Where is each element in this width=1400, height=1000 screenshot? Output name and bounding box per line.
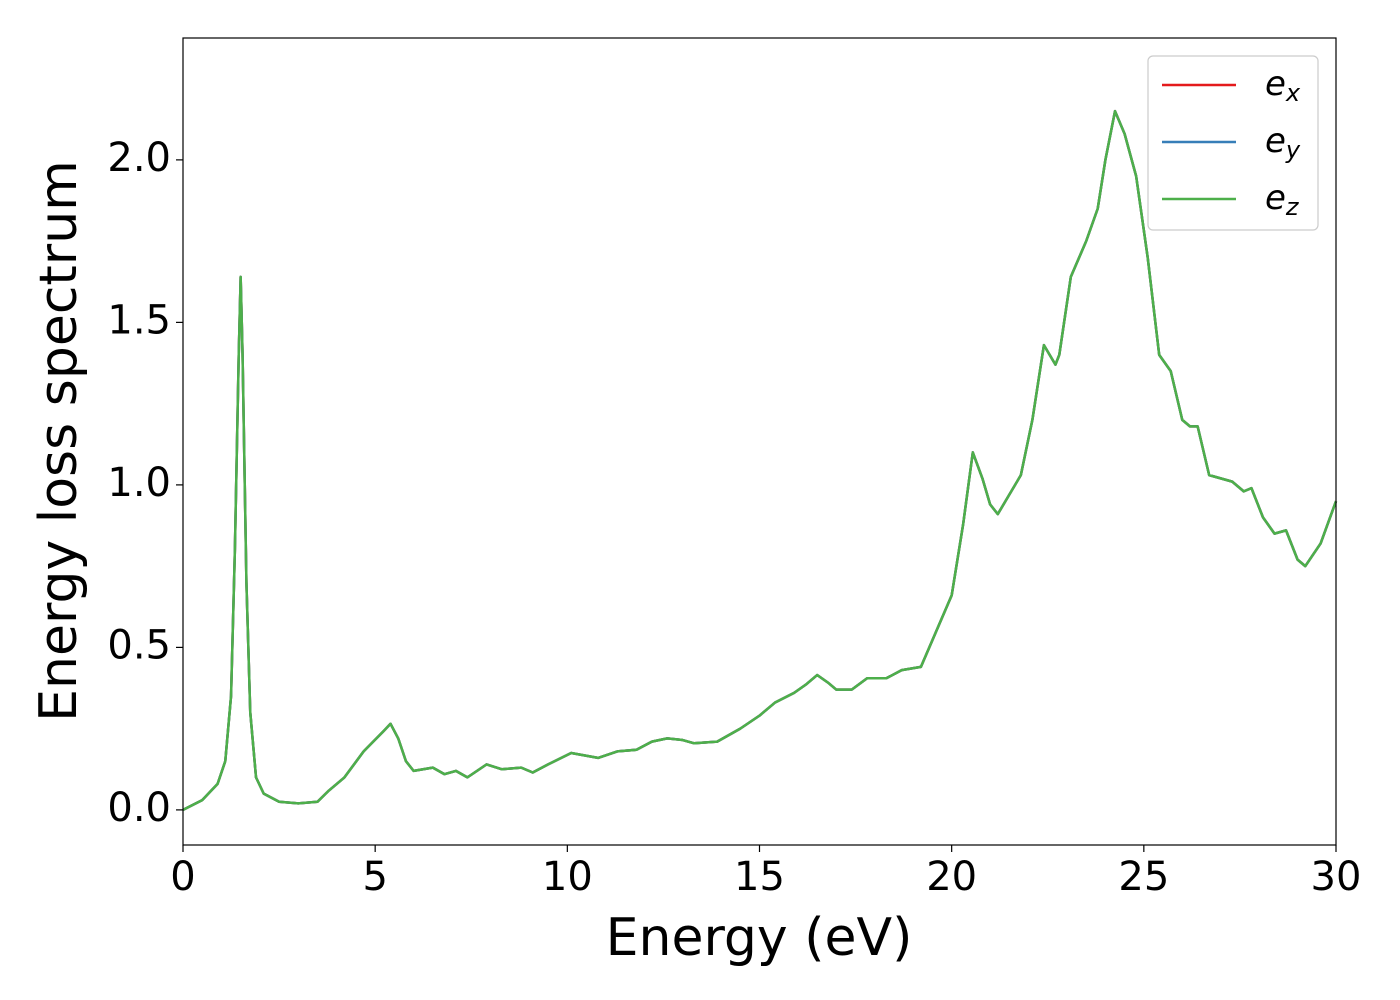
plot-frame [182,37,1337,846]
y-tick-label: 2.0 [107,135,171,181]
x-axis-label: Energy (eV) [606,908,913,968]
y-tick-label: 0.5 [107,622,171,668]
legend-label: ex [1265,64,1301,108]
legend-label: ey [1265,121,1301,165]
y-tick-label: 1.0 [107,460,171,506]
x-tick-label: 20 [926,854,977,900]
y-tick-label: 1.5 [107,297,171,343]
x-tick-label: 10 [542,854,593,900]
x-tick-label: 25 [1118,854,1169,900]
x-tick-label: 30 [1311,854,1362,900]
x-tick-label: 0 [170,854,195,900]
x-tick-label: 15 [734,854,785,900]
legend-label: ez [1265,178,1300,222]
y-tick-label: 0.0 [107,785,171,831]
y-axis-label: Energy loss spectrum [29,160,89,722]
series-line [182,109,1338,812]
x-tick-label: 5 [362,854,387,900]
